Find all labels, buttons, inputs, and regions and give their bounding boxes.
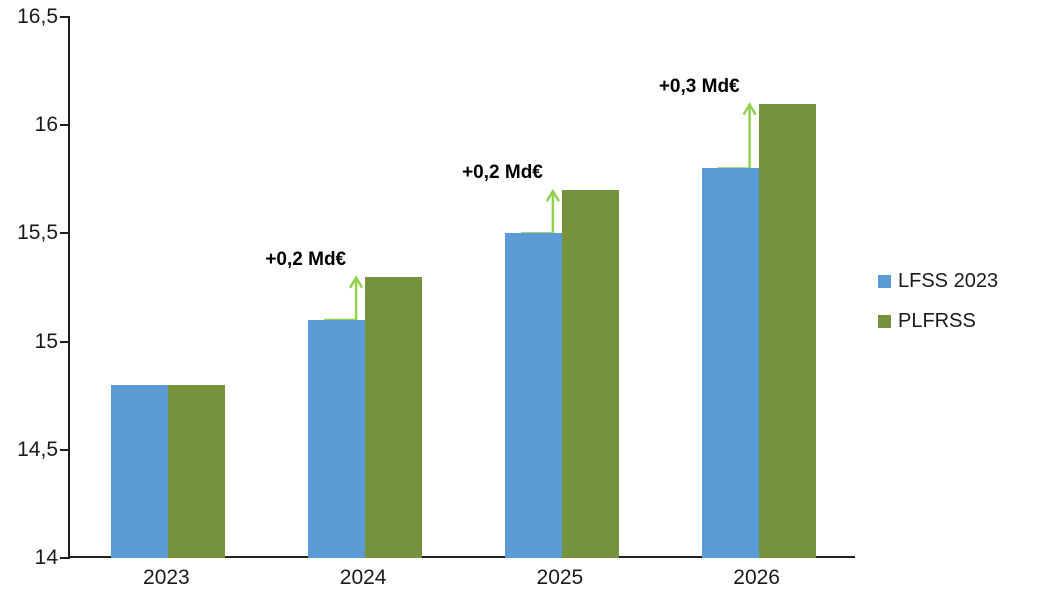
x-axis-label: 2025 [536, 566, 584, 589]
annotation-label: +0,2 Md€ [265, 248, 347, 270]
bar-lfss-2023-2025 [504, 233, 562, 558]
legend: LFSS 2023 PLFRSS [878, 270, 998, 333]
y-axis-tick [60, 448, 70, 451]
y-axis-tick [60, 340, 70, 343]
bar-plfrss-2026 [758, 103, 816, 558]
y-axis-tick [60, 16, 70, 18]
bar-lfss-2023-2024 [308, 319, 366, 558]
y-axis-label: 16,5 [17, 5, 58, 28]
increase-arrow [324, 279, 358, 322]
y-axis-tick [60, 232, 70, 235]
legend-swatch-icon [878, 275, 891, 288]
y-axis-label: 15,5 [17, 221, 58, 245]
x-axis: 2023 2024 2025 2026 [68, 566, 855, 596]
y-axis-tick [60, 124, 70, 127]
bar-plfrss-2024 [365, 276, 423, 558]
legend-swatch-icon [878, 315, 891, 328]
legend-label: LFSS 2023 [898, 270, 999, 292]
y-axis-label: 15 [34, 329, 58, 353]
plot-area: +0,2 Md€ +0,2 Md€ +0,3 Md€ [60, 16, 855, 559]
bar-plfrss-2023 [168, 384, 226, 558]
x-axis-label: 2023 [143, 566, 190, 589]
bar-lfss-2023-2023 [111, 384, 169, 558]
increase-arrow [717, 106, 751, 170]
y-axis-label: 14,5 [17, 437, 58, 461]
bar-plfrss-2025 [561, 190, 619, 558]
annotation-label: +0,3 Md€ [658, 75, 740, 97]
arrowhead-icon [349, 275, 364, 289]
y-axis-label: 16 [34, 113, 58, 137]
y-axis-tick [60, 557, 70, 559]
arrowhead-icon [742, 102, 757, 116]
legend-label: PLFRSS [898, 310, 976, 332]
y-axis: 14 14,5 15 15,5 16 16,5 [0, 5, 58, 569]
annotation-label: +0,2 Md€ [462, 162, 543, 184]
legend-item: LFSS 2023 [878, 270, 998, 293]
legend-item: PLFRSS [878, 310, 998, 333]
x-axis-label: 2024 [339, 566, 387, 589]
x-axis-label: 2026 [733, 566, 780, 589]
increase-arrow [520, 193, 555, 235]
bar-lfss-2023-2026 [701, 168, 759, 558]
y-axis-label: 14 [34, 546, 58, 569]
arrowhead-icon [545, 188, 560, 202]
